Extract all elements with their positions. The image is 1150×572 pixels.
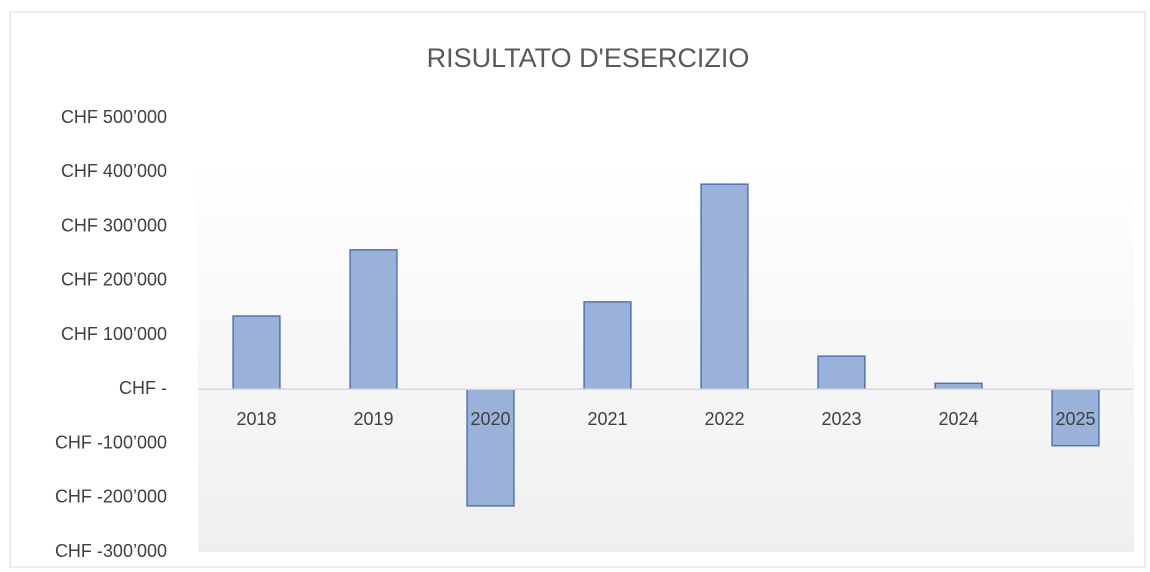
plot-area xyxy=(198,160,1134,552)
y-tick-label: CHF -100’000 xyxy=(55,432,167,452)
chart-title: RISULTATO D'ESERCIZIO xyxy=(427,43,750,73)
bar xyxy=(583,301,632,390)
bar xyxy=(934,382,983,391)
x-tick-label: 2025 xyxy=(1055,409,1095,429)
y-tick-label: CHF 100’000 xyxy=(61,324,167,344)
y-tick-label: CHF -300’000 xyxy=(55,541,167,561)
y-tick-label: CHF 500’000 xyxy=(61,107,167,127)
x-tick-label: 2020 xyxy=(470,409,510,429)
bar xyxy=(349,249,398,390)
x-tick-label: 2018 xyxy=(236,409,276,429)
y-tick-label: CHF -200’000 xyxy=(55,487,167,507)
x-tick-label: 2022 xyxy=(704,409,744,429)
x-tick-label: 2024 xyxy=(938,409,978,429)
bar xyxy=(817,355,866,390)
x-tick-label: 2023 xyxy=(821,409,861,429)
y-tick-label: CHF 200’000 xyxy=(61,270,167,290)
x-tick-label: 2021 xyxy=(587,409,627,429)
bar xyxy=(232,315,281,391)
y-tick-label: CHF 400’000 xyxy=(61,161,167,181)
bar xyxy=(700,183,749,390)
y-tick-label: CHF 300’000 xyxy=(61,215,167,235)
y-tick-label: CHF - xyxy=(119,378,167,398)
bar xyxy=(466,388,515,507)
bar xyxy=(1051,388,1100,447)
x-tick-label: 2019 xyxy=(353,409,393,429)
